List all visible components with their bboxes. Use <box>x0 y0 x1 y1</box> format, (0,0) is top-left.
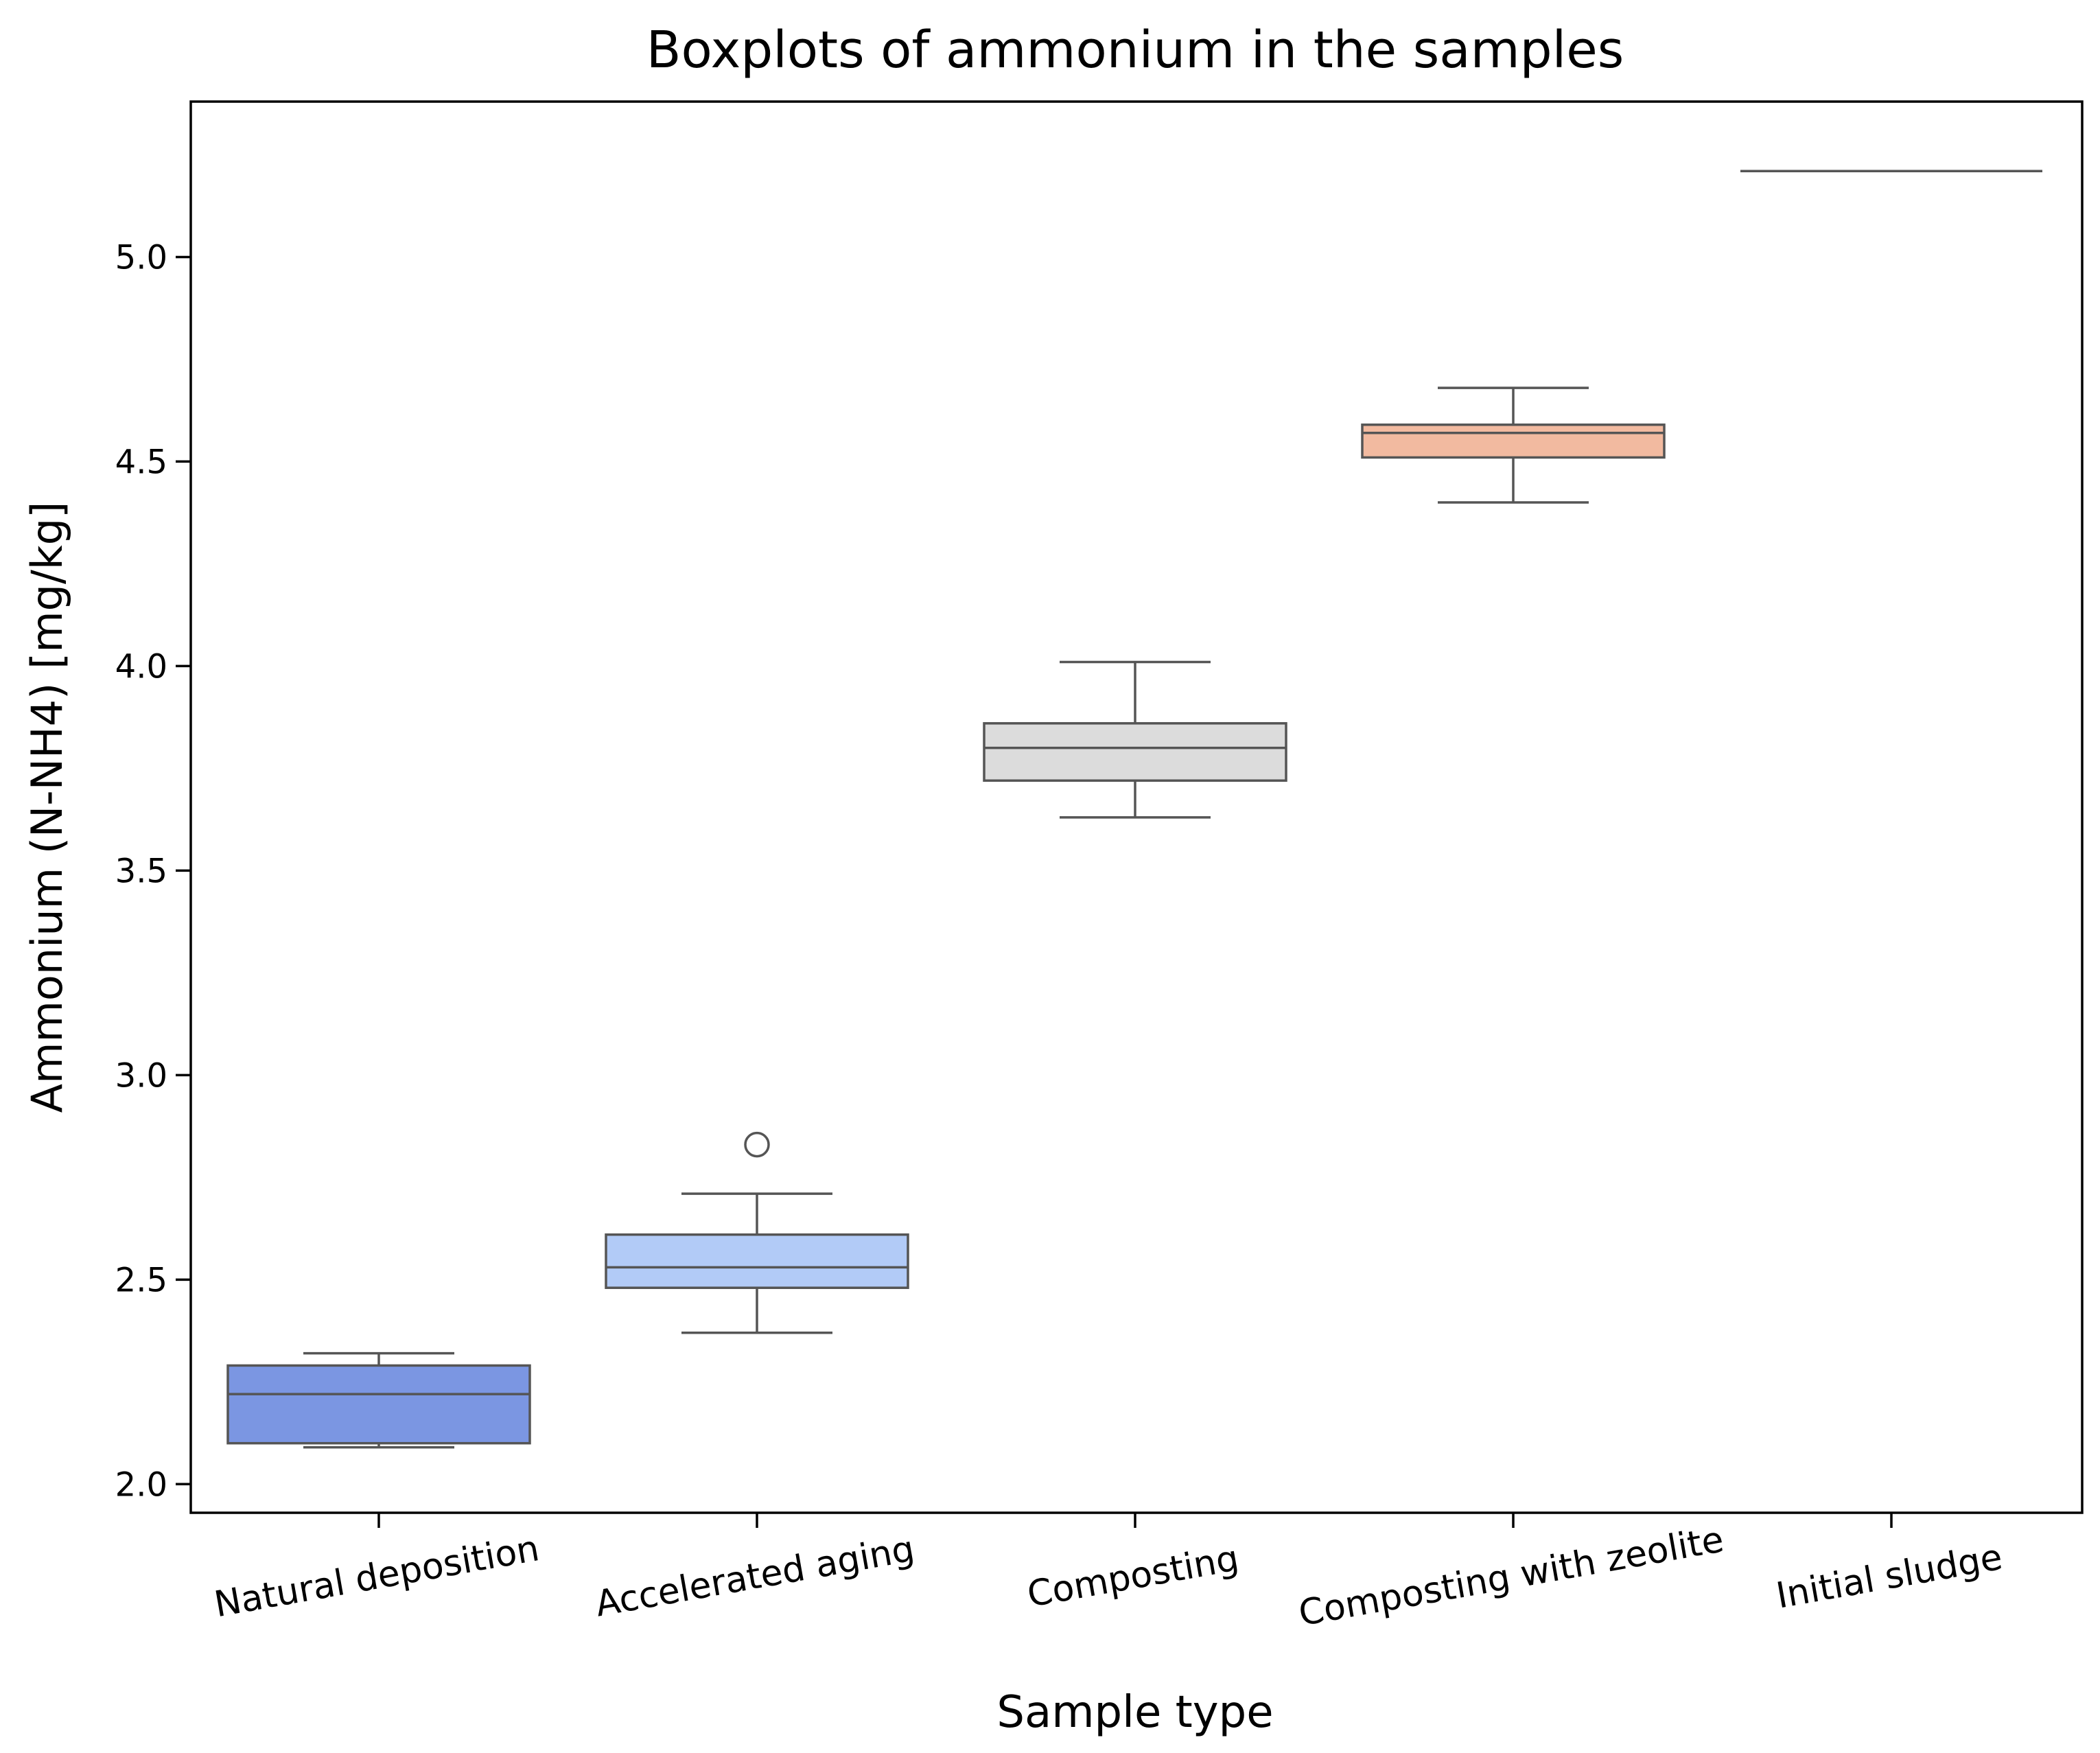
box-group <box>983 660 1287 819</box>
box-group <box>226 1351 531 1449</box>
y-tick-label: 4.0 <box>115 647 167 686</box>
y-tick-label: 3.5 <box>115 852 167 890</box>
y-tick-label: 2.0 <box>115 1465 167 1504</box>
y-tick-label: 4.5 <box>115 443 167 481</box>
y-tick-label: 5.0 <box>115 238 167 277</box>
box <box>605 1233 909 1289</box>
y-tick-label: 3.0 <box>115 1056 167 1095</box>
box <box>983 722 1287 782</box>
outlier-point <box>744 1131 770 1158</box>
y-tick-label: 2.5 <box>115 1261 167 1299</box>
plot-area <box>226 170 2042 1449</box>
y-axis: 2.0 2.5 3.0 3.5 4.0 4.5 5.0 <box>115 238 191 1504</box>
box-group <box>605 1131 909 1334</box>
box <box>1361 423 1666 459</box>
chart-title: Boxplots of ammonium in the samples <box>646 21 1624 80</box>
plot-frame <box>189 100 2084 1514</box>
x-axis-label: Sample type <box>996 1687 1273 1738</box>
y-axis-label: Ammonium (N-NH4) [mg/kg] <box>22 502 72 1113</box>
box <box>226 1364 531 1445</box>
box-group <box>1361 386 1666 504</box>
